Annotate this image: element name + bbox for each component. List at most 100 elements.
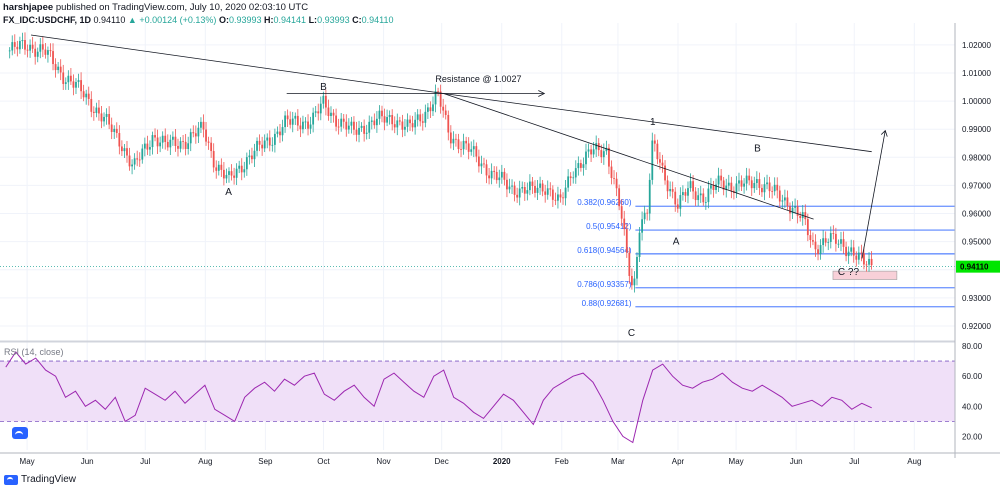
candle-body — [516, 194, 519, 198]
candle-body — [419, 114, 422, 122]
target-zone-box[interactable] — [832, 270, 898, 280]
candle-body — [651, 140, 654, 180]
candle-body — [806, 219, 809, 236]
trendline-drawings[interactable] — [30, 34, 888, 259]
wave-label: Resistance @ 1.0027 — [435, 74, 521, 84]
candle-body — [819, 245, 822, 254]
time-tick-label: Jul — [849, 457, 859, 466]
candle-body — [437, 91, 439, 92]
candle-body — [809, 235, 812, 241]
time-axis[interactable]: May Jun Jul Aug Sep Oct Nov Dec 2020 Feb Mar Apr May… — [0, 452, 1000, 466]
close-label: C: — [352, 15, 362, 25]
candle-body — [59, 66, 62, 73]
candle-body — [207, 141, 210, 143]
candle-body — [414, 119, 417, 128]
candle-body — [541, 183, 544, 192]
low-value: 0.93993 — [317, 15, 350, 25]
candle-body — [210, 142, 213, 152]
candle-body — [641, 219, 643, 233]
candle-body — [363, 125, 366, 134]
long-downtrend-line — [30, 34, 444, 94]
candle-body — [243, 169, 246, 173]
candle-body — [126, 148, 128, 156]
candle-body — [146, 143, 149, 150]
candle-body — [528, 181, 531, 191]
candle-body — [16, 46, 19, 50]
candle-body — [174, 136, 177, 146]
candle-body — [766, 182, 768, 185]
candle-body — [322, 95, 325, 104]
candle-body — [480, 163, 483, 167]
candlestick-series — [8, 32, 873, 293]
candle-body — [159, 142, 162, 147]
candle-body — [156, 137, 159, 147]
candle-body — [625, 229, 628, 253]
candle-body — [860, 252, 863, 254]
candle-body — [240, 165, 243, 173]
candle-body — [164, 135, 167, 142]
price-tick-label: 1.01000 — [962, 69, 991, 78]
candle-body — [350, 121, 353, 126]
candle-body — [52, 51, 54, 65]
candle-body — [681, 192, 684, 196]
candle-body — [317, 111, 320, 114]
change-arrow-icon: ▲ — [127, 15, 137, 25]
candle-body — [69, 75, 72, 82]
candle-body — [472, 146, 475, 150]
candle-body — [138, 159, 141, 161]
candle-body — [258, 140, 261, 145]
candle-body — [373, 120, 376, 126]
candle-body — [745, 175, 748, 184]
candle-body — [748, 175, 751, 181]
candle-body — [536, 187, 539, 193]
candle-body — [200, 121, 202, 128]
candle-body — [628, 252, 631, 276]
candle-body — [776, 184, 779, 191]
candle-body — [24, 40, 26, 50]
price-axis[interactable]: 1.02000 1.01000 1.00000 0.99000 0.98000 0.970… — [954, 23, 1000, 458]
candle-body — [205, 129, 207, 142]
candle-body — [302, 121, 304, 130]
rsi-tick-label: 60.00 — [962, 372, 983, 381]
candle-body — [834, 233, 837, 244]
candle-body — [11, 42, 14, 51]
candle-body — [8, 50, 11, 52]
candle-body — [521, 186, 524, 189]
candle-body — [735, 183, 738, 193]
author-name[interactable]: harshjapee — [3, 2, 54, 13]
candle-body — [671, 188, 674, 192]
candle-body — [485, 164, 488, 176]
candle-body — [85, 93, 88, 98]
candle-body — [684, 192, 687, 196]
candle-body — [57, 66, 60, 71]
candle-body — [676, 204, 679, 209]
candle-body — [755, 179, 758, 184]
candle-body — [442, 106, 445, 111]
published-text: published on TradingView.com, July 10, 2… — [55, 2, 309, 13]
candle-body — [406, 119, 409, 127]
indicator-settings-icon[interactable] — [12, 427, 28, 439]
fib-level-label: 0.382(0.96260) — [577, 198, 632, 207]
candle-body — [587, 149, 590, 152]
candle-body — [307, 121, 309, 129]
candle-body — [337, 126, 340, 128]
candle-body — [763, 184, 766, 193]
rsi-axis[interactable]: 80.00 60.00 40.00 20.00 — [962, 342, 983, 441]
candle-body — [689, 181, 692, 189]
candle-body — [233, 175, 235, 178]
candle-body — [177, 145, 179, 149]
candle-body — [636, 256, 638, 279]
candle-body — [832, 233, 835, 234]
candle-body — [638, 232, 641, 257]
candle-body — [590, 149, 592, 155]
candle-body — [426, 107, 429, 112]
candle-body — [281, 127, 284, 136]
candle-body — [171, 136, 174, 140]
candle-body — [396, 120, 399, 128]
fibonacci-levels[interactable]: 0.382(0.96260) 0.5(0.95412) 0.618(0.94564)… — [577, 198, 955, 308]
candle-body — [753, 183, 756, 189]
symbol-name: FX_IDC:USDCHF, 1D — [3, 15, 92, 25]
candle-body — [409, 119, 411, 124]
wave-label: A — [225, 187, 232, 198]
